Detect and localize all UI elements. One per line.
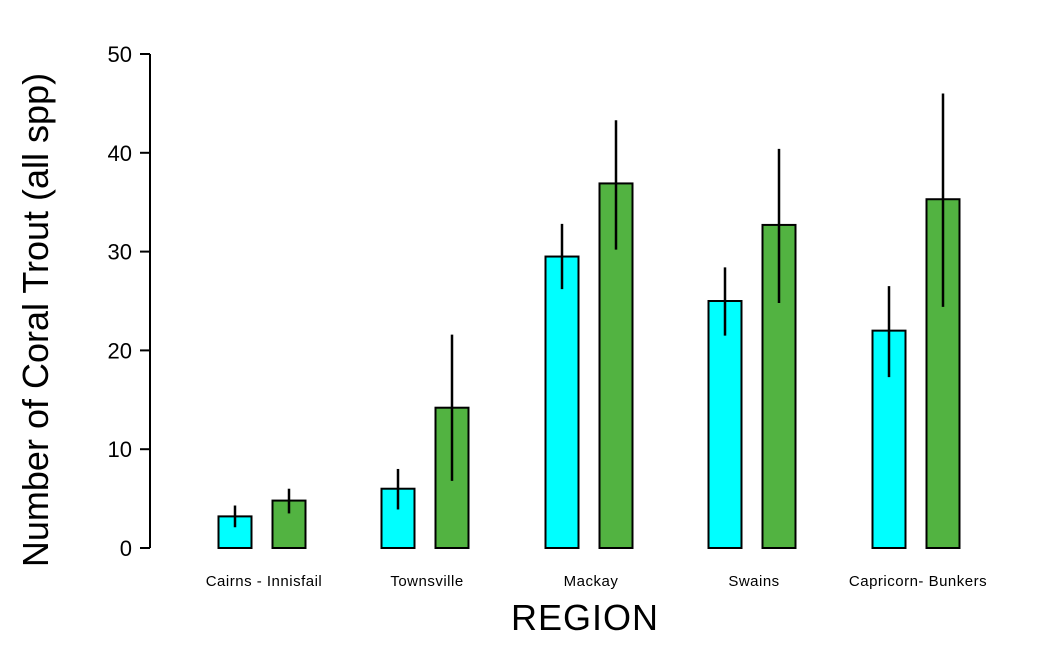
bars	[217, 93, 961, 550]
bar-series-1	[544, 255, 580, 549]
x-category-label: Capricorn- Bunkers	[849, 573, 987, 590]
y-tick-label: 30	[108, 240, 132, 265]
y-axis: 0 10 20 30 40 50	[108, 42, 151, 561]
y-tick-label: 40	[108, 141, 132, 166]
x-category-label: Cairns - Innisfail	[206, 573, 323, 590]
y-tick-label: 10	[108, 437, 132, 462]
y-axis-title: Number of Coral Trout (all spp)	[15, 73, 56, 567]
x-axis-title: REGION	[511, 597, 659, 638]
x-category-label: Mackay	[564, 573, 619, 590]
x-category-label: Townsville	[390, 573, 463, 590]
y-tick-label: 20	[108, 338, 132, 363]
y-tick-label: 50	[108, 42, 132, 67]
x-category-label: Swains	[728, 573, 779, 590]
y-tick-label: 0	[120, 536, 132, 561]
bar-series-1	[707, 300, 743, 549]
x-axis-category-labels: Cairns - Innisfail Townsville Mackay Swains…	[206, 573, 987, 590]
